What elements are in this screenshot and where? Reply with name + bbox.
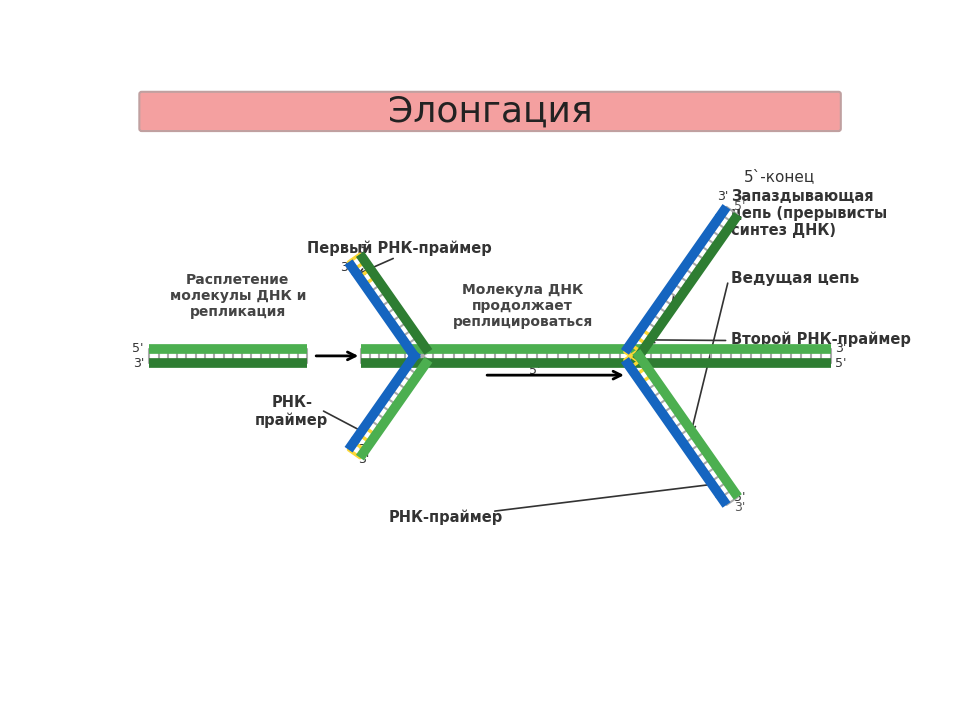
Text: 3': 3' — [734, 500, 746, 513]
Text: 3': 3' — [835, 342, 847, 355]
Text: Второй РНК-праймер: Второй РНК-праймер — [731, 331, 911, 347]
Text: 5: 5 — [360, 243, 368, 256]
Text: 3': 3' — [341, 261, 352, 274]
Text: 5': 5' — [734, 199, 746, 212]
Text: 5': 5' — [529, 364, 540, 377]
Text: Ведущая цепь: Ведущая цепь — [731, 271, 859, 287]
Text: РНК-праймер: РНК-праймер — [389, 510, 503, 526]
Text: 3': 3' — [358, 453, 370, 466]
FancyBboxPatch shape — [139, 91, 841, 131]
Text: 5': 5' — [734, 491, 746, 505]
Text: Первый РНК-праймер: Первый РНК-праймер — [307, 240, 492, 256]
Text: Элонгация: Элонгация — [388, 95, 593, 129]
Text: 3': 3' — [132, 357, 144, 370]
Text: 5': 5' — [835, 357, 847, 370]
Text: Расплетение
молекулы ДНК и
репликация: Расплетение молекулы ДНК и репликация — [170, 273, 306, 319]
Text: 3': 3' — [717, 191, 729, 204]
Text: 5`-конец: 5`-конец — [744, 168, 815, 184]
Text: 5': 5' — [132, 342, 144, 355]
Text: Запаздывающая
цепь (прерывисты
синтез ДНК): Запаздывающая цепь (прерывисты синтез ДН… — [731, 189, 887, 238]
Text: РНК-
праймер: РНК- праймер — [255, 395, 328, 428]
Text: 5': 5' — [358, 444, 370, 456]
Text: Молекула ДНК
продолжает
реплицироваться: Молекула ДНК продолжает реплицироваться — [453, 283, 593, 329]
